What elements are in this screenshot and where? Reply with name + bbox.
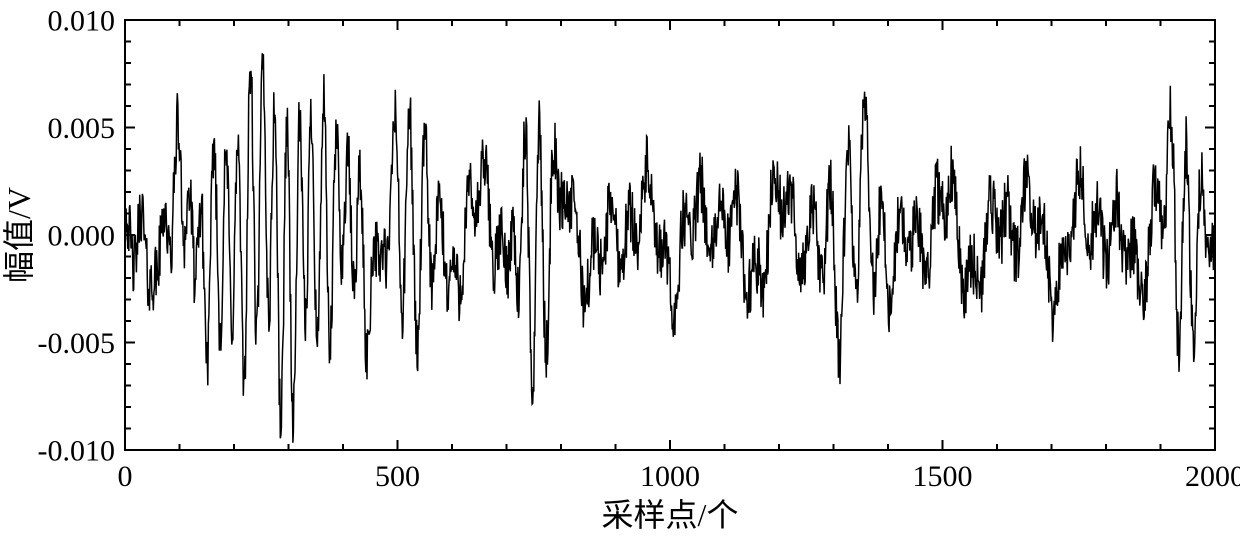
x-tick-label: 500 bbox=[375, 460, 420, 493]
signal-chart: 0 500 1000 1500 2000 -0.010 -0.005 0.000 0.005 0.… bbox=[0, 0, 1240, 549]
x-tick-label: 2000 bbox=[1185, 460, 1240, 493]
y-axis-label: 幅值/V bbox=[1, 187, 37, 283]
y-tick-label: -0.005 bbox=[38, 327, 116, 360]
y-tick-label: 0.000 bbox=[48, 220, 116, 253]
x-tick-label: 1000 bbox=[640, 460, 700, 493]
y-tick-label: -0.010 bbox=[38, 435, 116, 468]
x-axis-label: 采样点/个 bbox=[602, 497, 739, 533]
x-tick-label: 1500 bbox=[913, 460, 973, 493]
y-tick-label: 0.005 bbox=[48, 112, 116, 145]
chart-container: 0 500 1000 1500 2000 -0.010 -0.005 0.000 0.005 0.… bbox=[0, 0, 1240, 549]
y-tick-label: 0.010 bbox=[48, 5, 116, 38]
signal-line bbox=[125, 53, 1215, 443]
x-tick-label: 0 bbox=[118, 460, 133, 493]
